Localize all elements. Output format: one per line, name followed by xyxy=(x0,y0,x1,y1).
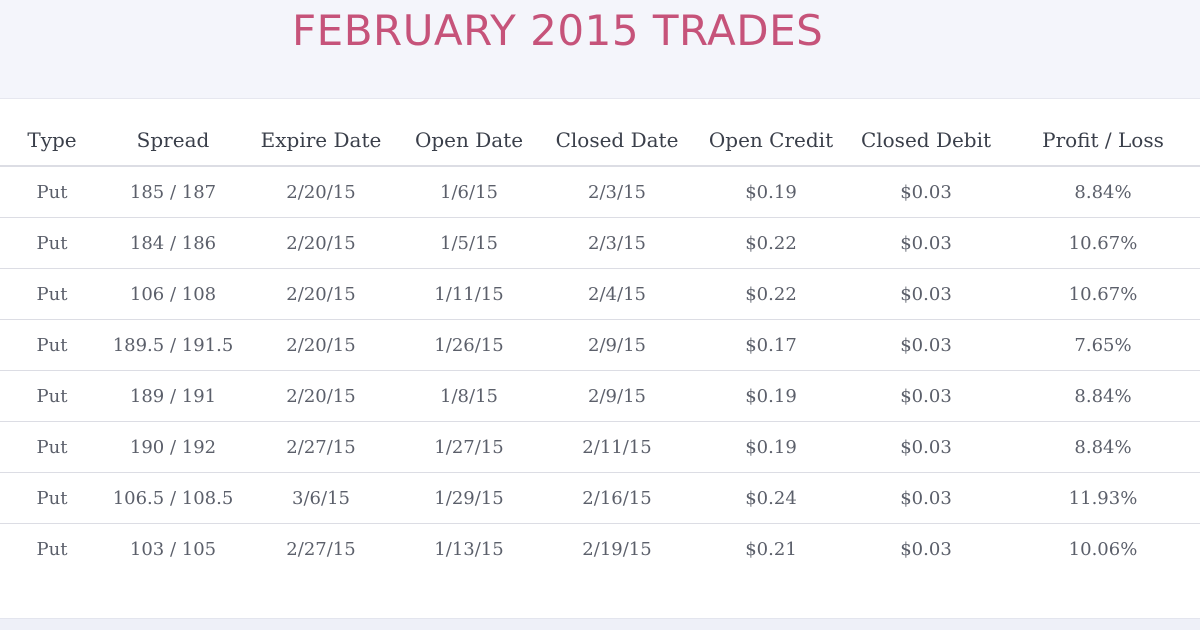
cell-open-date: 1/5/15 xyxy=(400,217,538,269)
cell-closed-debit: $0.03 xyxy=(846,472,1006,524)
header-profit-loss: Profit / Loss xyxy=(1006,115,1200,167)
cell-expire-date: 2/20/15 xyxy=(242,217,400,269)
cell-closed-debit: $0.03 xyxy=(846,370,1006,422)
table-row: Put 190 / 192 2/27/15 1/27/15 2/11/15 $0… xyxy=(0,421,1200,473)
header-closed-date: Closed Date xyxy=(538,115,696,167)
cell-closed-debit: $0.03 xyxy=(846,217,1006,269)
cell-expire-date: 2/20/15 xyxy=(242,319,400,371)
header-open-date: Open Date xyxy=(400,115,538,167)
table-row: Put 185 / 187 2/20/15 1/6/15 2/3/15 $0.1… xyxy=(0,166,1200,218)
cell-open-date: 1/6/15 xyxy=(400,166,538,218)
header-type: Type xyxy=(0,115,104,167)
header-open-credit: Open Credit xyxy=(696,115,846,167)
cell-open-credit: $0.22 xyxy=(696,217,846,269)
table-row: Put 106 / 108 2/20/15 1/11/15 2/4/15 $0.… xyxy=(0,268,1200,320)
cell-expire-date: 3/6/15 xyxy=(242,472,400,524)
cell-expire-date: 2/27/15 xyxy=(242,421,400,473)
cell-type: Put xyxy=(0,319,104,371)
cell-spread: 189 / 191 xyxy=(104,370,242,422)
cell-closed-debit: $0.03 xyxy=(846,268,1006,320)
cell-type: Put xyxy=(0,166,104,218)
cell-open-credit: $0.19 xyxy=(696,166,846,218)
header-spread: Spread xyxy=(104,115,242,167)
cell-closed-date: 2/19/15 xyxy=(582,538,652,560)
cell-closed-debit: $0.03 xyxy=(846,421,1006,473)
table-panel: Type Spread Expire Date Open Date Closed… xyxy=(0,98,1200,619)
cell-spread: 185 / 187 xyxy=(104,166,242,218)
table-row: Put 184 / 186 2/20/15 1/5/15 2/3/15 $0.2… xyxy=(0,217,1200,269)
table-row: Put 189 / 191 2/20/15 1/8/15 2/9/15 $0.1… xyxy=(0,370,1200,422)
cell-closed-debit: $0.03 xyxy=(846,166,1006,218)
cell-open-date: 1/27/15 xyxy=(400,421,538,473)
cell-profit-loss: 8.84% xyxy=(1006,370,1200,422)
cell-type: Put xyxy=(36,538,68,560)
cell-open-date: 1/11/15 xyxy=(400,268,538,320)
cell-spread: 184 / 186 xyxy=(104,217,242,269)
cell-type: Put xyxy=(0,217,104,269)
cell-open-credit: $0.19 xyxy=(696,370,846,422)
table-row: Put 106.5 / 108.5 3/6/15 1/29/15 2/16/15… xyxy=(0,472,1200,524)
cell-spread: 106.5 / 108.5 xyxy=(104,472,242,524)
cell-open-credit: $0.22 xyxy=(696,268,846,320)
cell-type: Put xyxy=(0,472,104,524)
cell-expire-date: 2/20/15 xyxy=(242,268,400,320)
cell-closed-date: 2/3/15 xyxy=(538,166,696,218)
cell-closed-debit: $0.03 xyxy=(846,319,1006,371)
cell-profit-loss: 11.93% xyxy=(1006,472,1200,524)
bottom-band xyxy=(0,618,1200,630)
cell-expire-date: 2/20/15 xyxy=(242,370,400,422)
cell-closed-date: 2/16/15 xyxy=(538,472,696,524)
cell-profit-loss: 10.06% xyxy=(1068,538,1138,560)
cell-open-date: 1/29/15 xyxy=(400,472,538,524)
cell-open-credit: $0.21 xyxy=(745,538,797,560)
cell-open-date: 1/26/15 xyxy=(400,319,538,371)
cell-spread: 189.5 / 191.5 xyxy=(104,319,242,371)
cell-open-date: 1/13/15 xyxy=(434,538,504,560)
cell-closed-debit: $0.03 xyxy=(900,538,952,560)
cell-profit-loss: 8.84% xyxy=(1006,421,1200,473)
table-row: Put 103 / 105 2/27/15 1/13/15 2/19/15 $0… xyxy=(0,524,1200,575)
cell-profit-loss: 8.84% xyxy=(1006,166,1200,218)
table-row: Put 189.5 / 191.5 2/20/15 1/26/15 2/9/15… xyxy=(0,319,1200,371)
header-expire-date: Expire Date xyxy=(242,115,400,167)
cell-closed-date: 2/9/15 xyxy=(538,370,696,422)
cell-closed-date: 2/11/15 xyxy=(538,421,696,473)
cell-open-credit: $0.19 xyxy=(696,421,846,473)
cell-spread: 103 / 105 xyxy=(129,538,217,560)
cell-closed-date: 2/3/15 xyxy=(538,217,696,269)
cell-expire-date: 2/27/15 xyxy=(286,538,356,560)
cell-type: Put xyxy=(0,421,104,473)
table-header-row: Type Spread Expire Date Open Date Closed… xyxy=(0,115,1200,167)
cell-open-date: 1/8/15 xyxy=(400,370,538,422)
cell-closed-date: 2/9/15 xyxy=(538,319,696,371)
title-band: FEBRUARY 2015 TRADES xyxy=(0,0,1200,98)
trades-table: Type Spread Expire Date Open Date Closed… xyxy=(0,115,1200,574)
cell-closed-date: 2/4/15 xyxy=(538,268,696,320)
cell-profit-loss: 7.65% xyxy=(1006,319,1200,371)
header-closed-debit: Closed Debit xyxy=(846,115,1006,167)
cell-profit-loss: 10.67% xyxy=(1006,268,1200,320)
cell-profit-loss: 10.67% xyxy=(1006,217,1200,269)
cell-expire-date: 2/20/15 xyxy=(242,166,400,218)
cell-type: Put xyxy=(0,370,104,422)
cell-spread: 190 / 192 xyxy=(104,421,242,473)
cell-open-credit: $0.17 xyxy=(696,319,846,371)
cell-type: Put xyxy=(0,268,104,320)
cell-open-credit: $0.24 xyxy=(696,472,846,524)
cell-spread: 106 / 108 xyxy=(104,268,242,320)
page-title: FEBRUARY 2015 TRADES xyxy=(292,6,824,55)
